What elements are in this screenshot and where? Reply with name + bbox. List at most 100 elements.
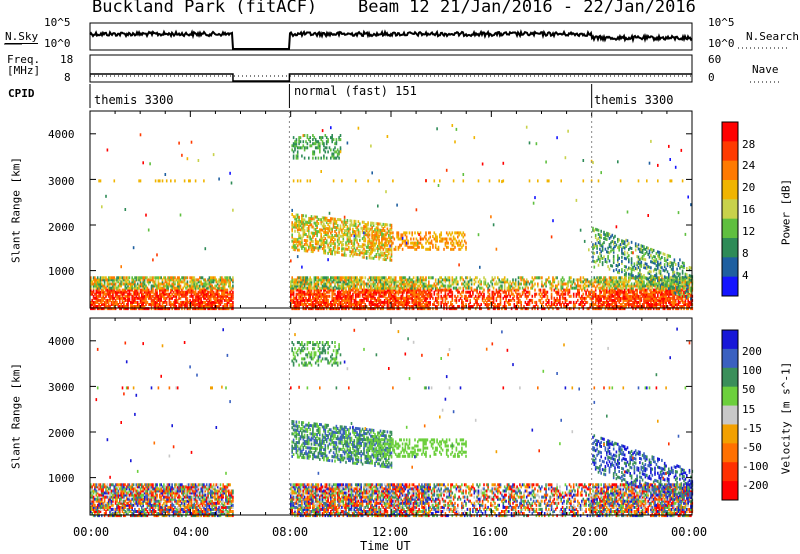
- power-panel-cell: [415, 282, 418, 286]
- power-panel-cell: [349, 292, 351, 296]
- power-panel-cell: [404, 307, 407, 311]
- power-panel-cell: [379, 222, 382, 226]
- power-panel-cell: [408, 231, 411, 235]
- power-panel-cell: [617, 264, 619, 268]
- power-panel-cell: [375, 303, 378, 306]
- power-panel-cell: [404, 284, 407, 288]
- power-panel-cell: [346, 219, 349, 222]
- power-panel-cell: [174, 276, 176, 280]
- power-panel-cell: [386, 250, 389, 254]
- power-panel-cell: [407, 280, 409, 284]
- power-panel-cell: [295, 144, 298, 148]
- power-panel-cell: [447, 278, 449, 282]
- power-panel-cell: [619, 298, 622, 302]
- power-panel-cell: [422, 294, 425, 298]
- power-panel-cell: [204, 300, 207, 304]
- power-panel-cell: [161, 300, 164, 304]
- power-panel-cell: [298, 296, 300, 300]
- power-panel-cell: [619, 292, 622, 296]
- power-panel-cell: [110, 300, 113, 304]
- power-panel-cell: [106, 307, 109, 311]
- power-panel-cell: [312, 156, 314, 160]
- power-panel-cell: [385, 233, 387, 237]
- power-panel-cell: [367, 294, 369, 298]
- power-panel-cell: [611, 278, 614, 282]
- power-panel-cell: [594, 286, 597, 290]
- power-panel-cell: [354, 288, 357, 292]
- power-panel-cell: [386, 227, 389, 231]
- power-panel-cell: [392, 278, 394, 282]
- power-panel-cell: [323, 144, 325, 148]
- power-panel-cell: [408, 282, 411, 286]
- power-panel-cell: [331, 280, 333, 284]
- power-panel-cell: [171, 282, 173, 286]
- power-panel-cell: [614, 292, 616, 296]
- power-panel-cell: [352, 276, 354, 280]
- power-panel-cell: [363, 231, 365, 235]
- power-panel-cell: [185, 300, 187, 304]
- power-panel-cell: [328, 249, 331, 253]
- power-panel-cell: [291, 307, 293, 311]
- power-panel-cell: [419, 300, 422, 304]
- power-panel-cell: [99, 282, 102, 286]
- power-panel-cell: [226, 307, 229, 311]
- power-panel-cell: [312, 246, 314, 249]
- power-panel-cell: [452, 280, 455, 284]
- power-panel-cell: [335, 138, 338, 142]
- power-panel-cell: [469, 290, 471, 294]
- power-panel-cell: [303, 134, 306, 137]
- power-panel-cell: [125, 298, 128, 302]
- power-panel-cell: [218, 298, 220, 302]
- power-panel-cell: [292, 278, 295, 282]
- power-panel-cell: [368, 290, 371, 294]
- power-panel-cell: [404, 243, 407, 247]
- power-panel-cell: [295, 138, 298, 142]
- power-panel-cell: [98, 288, 100, 292]
- power-panel-cell: [617, 286, 619, 290]
- power-panel-cell: [607, 300, 609, 304]
- power-panel-cell: [417, 296, 419, 300]
- power-panel-cell: [561, 280, 564, 284]
- power-panel-cell: [597, 280, 600, 284]
- power-panel-cell: [210, 307, 212, 311]
- power-panel-cell: [381, 251, 383, 255]
- power-panel-cell: [230, 292, 233, 296]
- power-panel-cell: [354, 280, 357, 284]
- power-panel-cell: [484, 303, 487, 306]
- power-panel-cell: [328, 221, 331, 225]
- power-panel-cell: [190, 292, 193, 296]
- power-panel-cell: [465, 241, 467, 245]
- power-panel-cell: [534, 282, 536, 286]
- power-panel-cell: [190, 288, 193, 292]
- power-panel-cell: [448, 288, 451, 292]
- power-panel-cell: [390, 246, 393, 250]
- power-panel-cell: [381, 288, 383, 292]
- power-panel-cell: [354, 222, 357, 225]
- power-panel-cell: [228, 280, 230, 284]
- power-panel-cell: [306, 239, 309, 243]
- power-panel-cell: [622, 298, 625, 302]
- power-panel-cell: [603, 237, 605, 240]
- power-panel-cell: [378, 235, 380, 239]
- power-panel-cell: [385, 296, 387, 300]
- power-panel-cell: [454, 237, 456, 241]
- power-panel-cell: [615, 280, 618, 284]
- power-panel-cell: [374, 296, 376, 300]
- power-panel-cell: [107, 288, 110, 292]
- power-panel-cell: [354, 179, 357, 183]
- power-panel-cell: [134, 284, 136, 288]
- power-panel-cell: [226, 305, 229, 308]
- power-panel-cell: [463, 305, 466, 308]
- power-panel-cell: [120, 284, 122, 288]
- power-panel-cell: [320, 234, 322, 238]
- power-panel-cell: [466, 280, 469, 284]
- power-panel-cell: [363, 288, 365, 292]
- power-panel-cell: [436, 237, 438, 241]
- power-panel-cell: [161, 282, 164, 286]
- power-panel-cell: [452, 307, 455, 311]
- power-panel-cell: [367, 223, 369, 227]
- power-panel-cell: [436, 247, 438, 251]
- power-panel-cell: [352, 229, 354, 233]
- power-panel-cell: [577, 280, 579, 284]
- power-panel-cell: [219, 276, 222, 280]
